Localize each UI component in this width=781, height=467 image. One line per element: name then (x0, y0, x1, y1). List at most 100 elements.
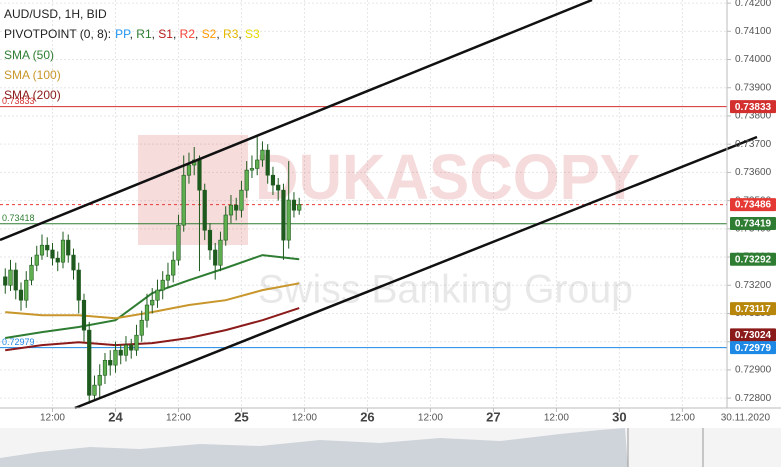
legend-separator: , (130, 27, 137, 41)
candle-body (144, 304, 150, 321)
price-tag-label: 0.73419 (735, 219, 772, 230)
price-tag-label: 0.73117 (735, 304, 771, 315)
candle-body (50, 249, 55, 259)
candle-body (239, 189, 244, 211)
price-tag (730, 252, 776, 266)
candle-body (113, 349, 118, 366)
candle-body (176, 224, 181, 261)
x-tick-label: 24 (108, 409, 123, 424)
channel-lower (74, 135, 758, 410)
navigator-area (0, 428, 628, 467)
price-tag (730, 198, 776, 212)
price-tag (730, 216, 776, 230)
price-tag-label: 0.73024 (735, 330, 772, 341)
x-tick-label: 12:00 (166, 413, 191, 424)
sma-line (5, 307, 300, 352)
legend-item: S1 (158, 27, 173, 41)
x-tick-label: 12:00 (544, 413, 569, 424)
level-label: 0.72979 (2, 337, 35, 347)
candle-body (129, 344, 134, 351)
x-tick-label: 25 (234, 409, 248, 424)
candle-body (29, 264, 34, 281)
candle-body (171, 259, 176, 276)
legend-separator: , (173, 27, 180, 41)
y-tick-label: 0.73200 (735, 280, 772, 291)
candle-body (160, 279, 165, 291)
candle-body (76, 269, 81, 301)
watermark-logo (138, 135, 248, 245)
y-tick-label: 0.73600 (735, 167, 772, 178)
channel-upper (0, 0, 593, 242)
x-tick-label: 30 (612, 409, 626, 424)
plot: 0.73833 0.73418 0.72979 (0, 96, 727, 404)
candle-body (81, 299, 87, 331)
candle-body (265, 149, 270, 176)
price-tag-label: 0.73292 (735, 254, 772, 265)
price-tag (730, 341, 776, 355)
candle-body (234, 204, 239, 211)
candle-body (218, 239, 223, 266)
legend-item: PP (115, 27, 131, 41)
candle-body (118, 349, 123, 356)
watermark: DUKASCOPY Swiss Banking Group (138, 135, 640, 312)
legend-separator: , (152, 27, 159, 41)
candle-body (260, 149, 265, 161)
candle-body (213, 249, 218, 266)
y-tick-label: 0.72800 (735, 393, 772, 404)
candle-body (87, 329, 92, 396)
x-tick-label: 27 (486, 409, 500, 424)
x-tick-label: 12:00 (670, 413, 695, 424)
legend-item: R2 (180, 27, 196, 41)
candle-body (55, 257, 60, 263)
y-tick-label: 0.72900 (735, 365, 772, 376)
legend-separator: , (238, 27, 245, 41)
candle-body (13, 269, 18, 291)
candle-body (165, 274, 171, 281)
candle-body (197, 159, 202, 191)
candle-body (202, 189, 207, 231)
price-tag (730, 328, 776, 342)
candle-body (18, 289, 24, 301)
axes: 0.74200 0.74100 0.74000 0.73900 0.73800 0.737… (40, 0, 776, 424)
candle-body (249, 168, 255, 171)
candle-body (291, 199, 297, 211)
candle-body (297, 204, 302, 211)
candle-body (286, 199, 291, 241)
watermark-tagline: Swiss Banking Group (258, 268, 633, 312)
candle-body (207, 229, 213, 251)
y-tick-label: 0.74100 (735, 26, 772, 37)
candle-body (255, 159, 260, 169)
candle-body (102, 360, 108, 376)
legend-title: AUD/USD, 1H, BID (4, 7, 107, 21)
candle-body (276, 184, 281, 191)
candle-body (66, 239, 71, 256)
x-tick-label: 12:00 (292, 413, 317, 424)
level-label: 0.73833 (2, 96, 35, 106)
navigator (0, 428, 781, 467)
candle-body (8, 269, 13, 286)
candle-body (244, 169, 249, 191)
candle-body (134, 334, 139, 351)
level-label: 0.73418 (2, 213, 35, 223)
y-tick-label: 0.73800 (735, 111, 772, 122)
candle-body (123, 344, 129, 356)
price-tag (730, 100, 776, 114)
legend-item: R1 (136, 27, 152, 41)
legend-separator: , (216, 27, 223, 41)
candle-body (39, 244, 45, 256)
legend-item: S3 (245, 27, 260, 41)
x-tick-label: 26 (360, 409, 374, 424)
legend-sma: SMA (50) (4, 48, 54, 62)
legend-pivot: PIVOTPOINT (0, 8): PP, R1, S1, R2, S2, R3… (4, 27, 260, 41)
candle-body (139, 319, 144, 336)
candle-body (34, 254, 39, 266)
candle-body (281, 189, 286, 241)
legend-item: R3 (223, 27, 239, 41)
x-tick-label: 12:00 (40, 413, 65, 424)
candle-body (71, 254, 76, 271)
price-tag-label: 0.72979 (735, 343, 772, 354)
x-tick-label: 30.11.2020 (721, 413, 771, 424)
price-tag (730, 302, 776, 316)
